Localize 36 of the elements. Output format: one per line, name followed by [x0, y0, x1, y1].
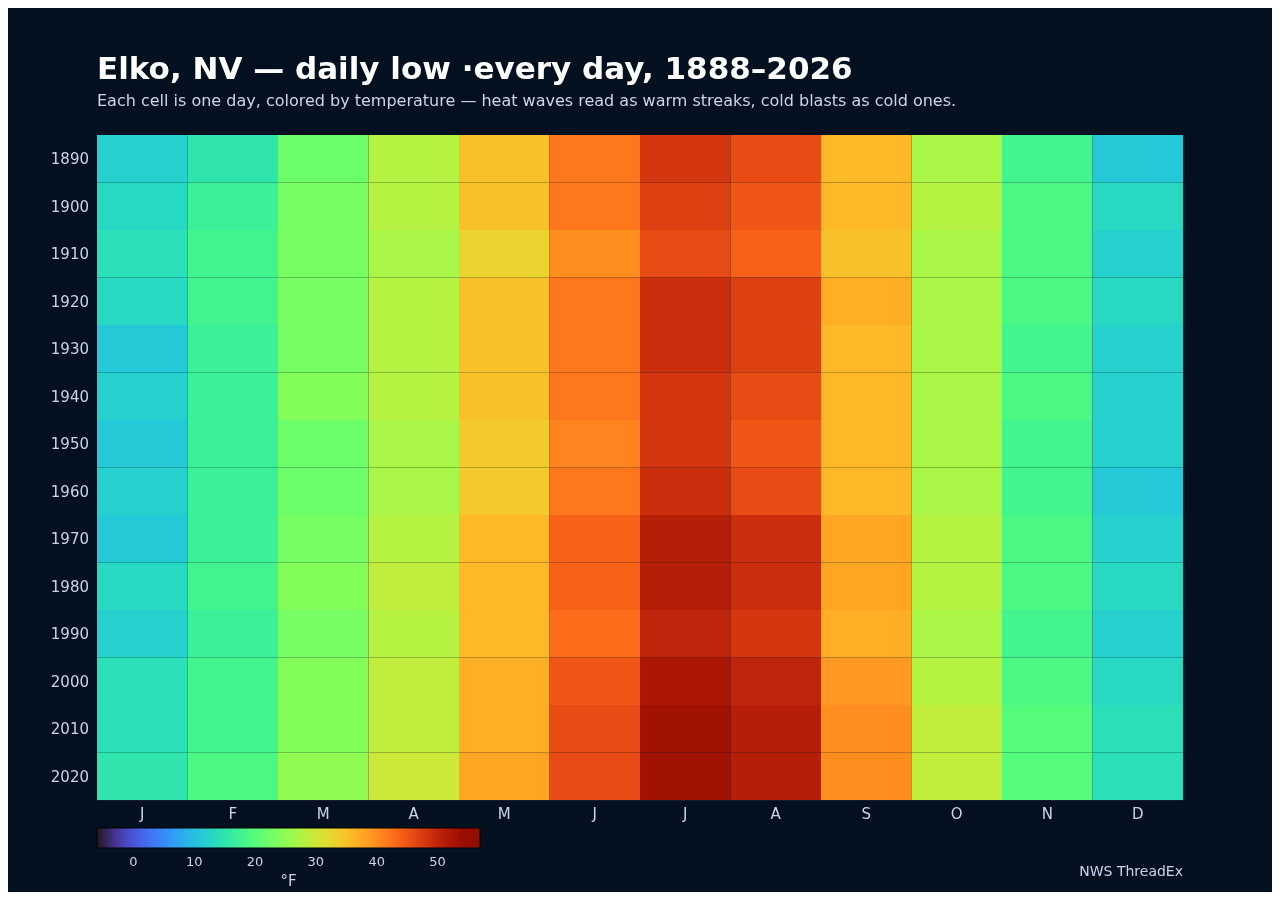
text: NWS ThreadEx	[1079, 863, 1183, 879]
chart-title: Elko, NV — daily low ·every day, 1888–2026	[97, 50, 853, 86]
y-tick-label: 1960	[50, 482, 89, 501]
y-tick-label: 1920	[50, 292, 89, 311]
color-bar-label: 50	[429, 854, 446, 869]
color-bar-label: 30	[307, 854, 325, 869]
x-tick-label: O	[950, 804, 963, 823]
y-tick-label: 2000	[50, 672, 89, 691]
y-tick-label: 1930	[50, 340, 89, 359]
y-tick-label: 1950	[50, 435, 89, 454]
x-tick-label: J	[682, 804, 688, 823]
color-bar-label: 40	[368, 854, 385, 869]
x-tick-label: N	[1041, 804, 1053, 823]
y-tick-label: 1990	[50, 625, 89, 644]
x-tick-label: A	[408, 804, 420, 823]
y-tick-label: 1890	[50, 150, 89, 169]
x-tick-label: A	[770, 804, 782, 823]
x-tick-label: J	[591, 804, 597, 823]
y-tick-label: 1940	[50, 387, 89, 406]
x-tick-label: D	[1131, 804, 1144, 823]
y-tick-label: 1910	[50, 245, 89, 264]
y-tick-label: 2010	[50, 720, 89, 739]
x-tick-label: M	[316, 804, 330, 823]
chart-subtitle: Each cell is one day, colored by temperature — heat waves read as warm streaks, cold blasts as cold ones.	[97, 91, 957, 110]
x-tick-label: J	[139, 804, 145, 823]
x-tick-label: F	[228, 804, 238, 823]
y-tick-label: 2020	[50, 767, 89, 786]
color-bar-label: 20	[246, 854, 264, 869]
y-tick-label: 1980	[50, 577, 89, 596]
y-tick-label: 1970	[50, 530, 89, 549]
color-bar-title: °F	[280, 872, 297, 890]
x-tick-label: S	[861, 804, 872, 823]
color-bar-label: 0	[129, 854, 138, 869]
x-tick-label: M	[497, 804, 511, 823]
y-tick-label: 1900	[50, 197, 89, 216]
color-bar-label: 10	[186, 854, 203, 869]
